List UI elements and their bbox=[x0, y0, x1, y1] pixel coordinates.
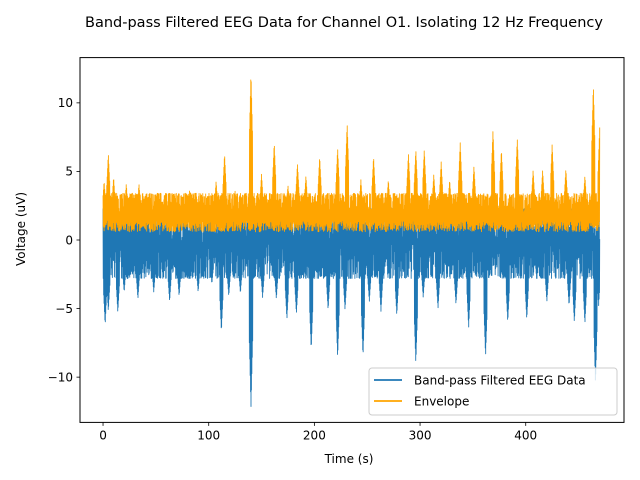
y-tick-label-0: 0 bbox=[65, 233, 73, 247]
x-axis: 0 100 200 300 400 bbox=[99, 422, 537, 442]
x-axis-label: Time (s) bbox=[324, 452, 374, 466]
y-tick-label-5: 5 bbox=[65, 165, 73, 179]
y-tick-label--10: −10 bbox=[48, 370, 73, 384]
series-line-1 bbox=[102, 79, 601, 233]
y-axis-label: Voltage (uV) bbox=[14, 192, 28, 266]
legend: Band-pass Filtered EEG Data Envelope bbox=[368, 367, 618, 416]
series-layer bbox=[102, 79, 601, 407]
x-tick-label-400: 400 bbox=[514, 428, 537, 442]
x-tick-label-0: 0 bbox=[99, 428, 107, 442]
legend-label-envelope: Envelope bbox=[414, 395, 469, 409]
x-tick-label-300: 300 bbox=[409, 428, 432, 442]
legend-box bbox=[368, 367, 618, 416]
chart-title: Band-pass Filtered EEG Data for Channel … bbox=[85, 15, 603, 31]
x-tick-label-100: 100 bbox=[197, 428, 220, 442]
y-tick-label-10: 10 bbox=[58, 96, 73, 110]
legend-label-bandpass: Band-pass Filtered EEG Data bbox=[414, 374, 586, 388]
y-axis: −10 −5 0 5 10 bbox=[48, 96, 80, 384]
x-tick-label-200: 200 bbox=[303, 428, 326, 442]
y-tick-label--5: −5 bbox=[55, 302, 73, 316]
